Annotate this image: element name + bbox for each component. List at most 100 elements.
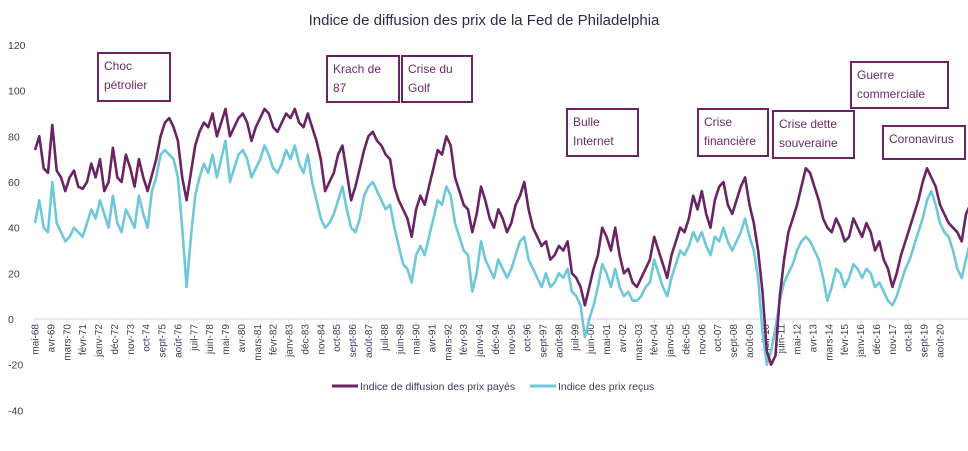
x-tick-label: déc-16: [872, 324, 883, 355]
annotation-label: Bulle: [573, 115, 600, 129]
x-tick-label: oct-07: [713, 324, 724, 352]
annotation-frame: [566, 108, 639, 157]
annotation-box: Krach de 87: [326, 55, 400, 103]
x-axis: mai-68 avr-69 mars-70 févr-71 janv-72 déc-72 n…: [31, 318, 968, 361]
annotation-label: Krach de: [333, 62, 381, 76]
x-tick-label: oct-96: [523, 324, 534, 352]
annotation-frame: [850, 61, 949, 109]
annotation-frame: [772, 110, 855, 159]
annotation-label: Coronavirus: [889, 132, 954, 146]
x-tick-label: sept-19: [920, 324, 931, 358]
series-line-prix-recus: [33, 139, 968, 367]
annotation-label: souveraine: [779, 136, 838, 150]
annotation-frame: [326, 55, 400, 103]
x-tick-label: déc-94: [491, 324, 502, 355]
x-tick-label: mai-79: [221, 324, 232, 355]
x-tick-label: mai-01: [602, 324, 613, 355]
x-tick-label: oct-74: [142, 324, 153, 352]
y-tick-label: 20: [8, 268, 20, 280]
x-tick-label: mars-03: [634, 324, 645, 361]
x-tick-label: févr-71: [78, 324, 89, 356]
y-tick-label: -40: [8, 405, 23, 417]
x-tick-label: juin-00: [586, 324, 597, 355]
annotation-label: Crise: [704, 115, 732, 129]
x-tick-label: avr-91: [427, 324, 438, 353]
series-group: [33, 107, 968, 367]
y-tick-label: -20: [8, 360, 23, 372]
annotation-label: Internet: [573, 134, 614, 148]
x-tick-label: nov-95: [507, 324, 518, 355]
series-line-prix-payes: [33, 107, 968, 367]
x-tick-label: janv-16: [856, 324, 867, 358]
y-tick-label: 80: [8, 131, 20, 143]
x-tick-label: mai-90: [412, 324, 423, 355]
x-tick-label: déc-05: [681, 324, 692, 355]
x-tick-label: févr-93: [459, 324, 470, 356]
annotation-label: 87: [333, 81, 347, 95]
x-tick-label: nov-17: [888, 324, 899, 355]
annotation-label: pétrolier: [104, 78, 147, 92]
x-tick-label: août-76: [173, 324, 184, 358]
x-tick-label: mai-12: [793, 324, 804, 355]
legend-item-prix-payes: Indice de diffusion des prix payés: [332, 381, 515, 393]
x-tick-label: juil-77: [189, 324, 200, 352]
x-tick-label: sept-86: [348, 324, 359, 358]
y-tick-label: 40: [8, 223, 20, 235]
x-tick-label: janv-94: [475, 324, 486, 358]
annotation-box: Guerre commerciale: [850, 61, 949, 109]
x-tick-label: avr-69: [46, 324, 57, 353]
annotation-label: Golf: [408, 81, 431, 95]
annotation-box: Coronavirus: [882, 125, 966, 160]
annotation-box: Crise financière: [697, 108, 769, 157]
x-tick-label: sept-08: [729, 324, 740, 358]
x-tick-label: avr-02: [618, 324, 629, 353]
x-tick-label: févr-82: [269, 324, 280, 356]
x-tick-label: avr-13: [808, 324, 819, 353]
x-tick-label: juil-99: [570, 324, 581, 352]
annotation-label: commerciale: [857, 87, 925, 101]
annotation-label: Crise dette: [779, 117, 837, 131]
x-tick-label: janv-05: [666, 324, 677, 358]
annotation-frame: [401, 55, 473, 103]
x-tick-label: nov-84: [316, 324, 327, 355]
x-tick-label: juin-11: [777, 324, 788, 355]
x-tick-label: mars-70: [62, 324, 73, 361]
y-tick-label: 120: [8, 40, 26, 52]
x-tick-label: juin-78: [205, 324, 216, 355]
x-tick-label: juil-88: [380, 324, 391, 352]
legend-item-prix-recus: Indice des prix reçus: [530, 381, 654, 393]
legend-label: Indice des prix reçus: [558, 381, 654, 393]
x-tick-label: mars-81: [253, 324, 264, 361]
x-tick-label: mai-68: [31, 324, 42, 355]
x-tick-label: févr-04: [650, 324, 661, 356]
x-tick-label: févr-15: [840, 324, 851, 356]
chart-title: Indice de diffusion des prix de la Fed d…: [309, 12, 660, 29]
x-tick-label: mars-92: [443, 324, 454, 361]
x-tick-label: mars-14: [824, 324, 835, 361]
y-tick-label: 100: [8, 86, 26, 98]
x-tick-label: août-98: [554, 324, 565, 358]
x-tick-label: oct-18: [904, 324, 915, 352]
y-axis: 120 100 80 60 40 20 0 -20 -40: [8, 40, 26, 417]
x-tick-label: août-09: [745, 324, 756, 358]
x-tick-label: déc-83: [300, 324, 311, 355]
x-tick-label: nov-73: [126, 324, 137, 355]
x-tick-label: août-87: [364, 324, 375, 358]
annotation-label: Choc: [104, 59, 132, 73]
annotation-label: financière: [704, 134, 756, 148]
legend: Indice de diffusion des prix payés Indice…: [332, 381, 654, 393]
x-tick-label: nov-06: [697, 324, 708, 355]
annotation-box: Bulle Internet: [566, 108, 639, 157]
x-tick-label: janv-83: [285, 324, 296, 358]
x-tick-label: sept-97: [539, 324, 550, 358]
x-tick-label: déc-72: [110, 324, 121, 355]
annotation-label: Crise du: [408, 62, 453, 76]
annotation-box: Crise du Golf: [401, 55, 473, 103]
x-tick-label: juin-89: [396, 324, 407, 355]
annotation-frame: [97, 52, 171, 102]
x-tick-label: oct-85: [332, 324, 343, 352]
x-tick-label: août-20: [936, 324, 947, 358]
annotation-frame: [882, 125, 966, 160]
annotation-box: Crise dette souveraine: [772, 110, 855, 159]
